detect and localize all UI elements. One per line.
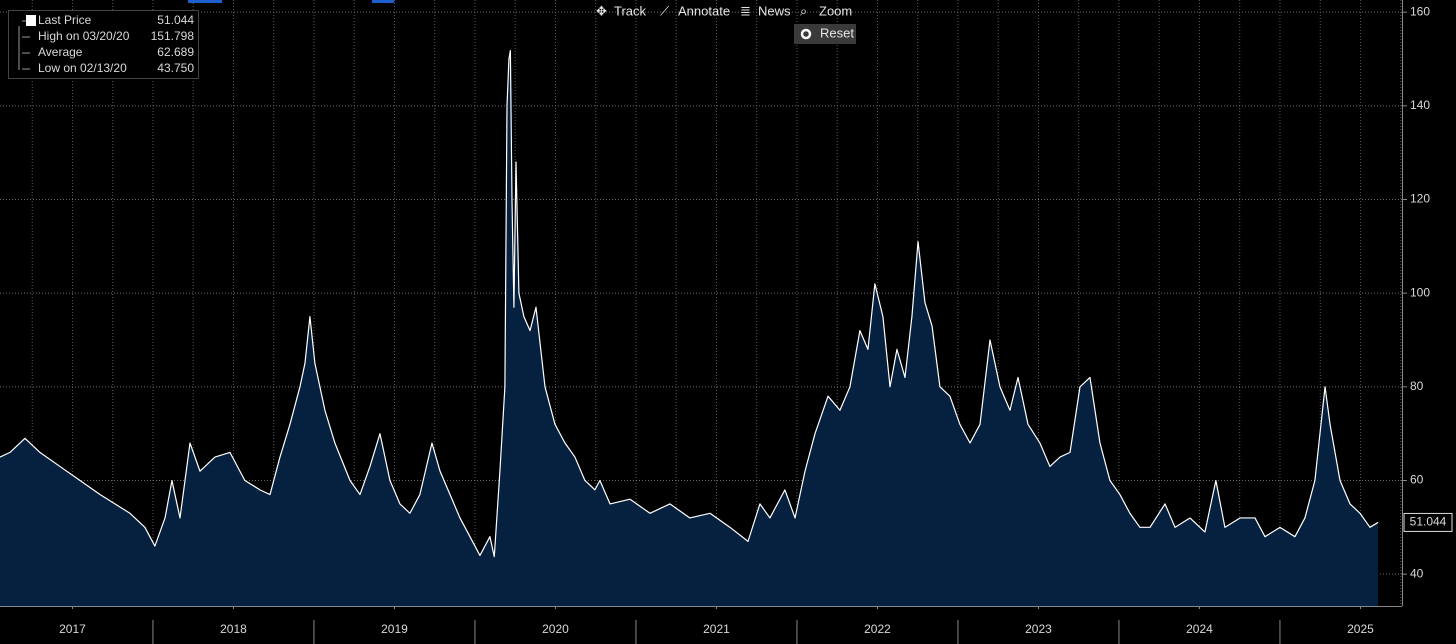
last-price-tag [1403, 512, 1453, 532]
toolbar-button[interactable]: Zoom [819, 3, 852, 18]
toolbar-button[interactable]: Reset [820, 25, 854, 40]
annotate-icon: ⟋ [660, 3, 670, 18]
x-tick-label: 2020 [542, 622, 569, 636]
tab-indicator [188, 0, 222, 3]
x-tick-label: 2025 [1347, 622, 1374, 636]
x-tick-label: 2022 [864, 622, 891, 636]
legend-label: Average [38, 45, 83, 59]
y-tick-label: 80 [1410, 379, 1424, 393]
plot [0, 0, 1402, 607]
y-tick-label: 160 [1410, 4, 1430, 18]
y-tick-label: 40 [1410, 566, 1424, 580]
track-icon: ✥ [596, 3, 607, 18]
toolbar-button[interactable]: Annotate [678, 3, 730, 18]
legend-value: 43.750 [157, 61, 194, 75]
legend-label: High on 03/20/20 [38, 29, 130, 43]
x-tick-label: 2024 [1186, 622, 1213, 636]
toolbar: ✥ Track ⟋ Annotate ≣ News ⌕ Zoom Reset [596, 3, 856, 44]
legend-label: Low on 02/13/20 [38, 61, 127, 75]
y-tick-label: 120 [1410, 192, 1430, 206]
x-tick-label: 2017 [59, 622, 86, 636]
legend-swatch [26, 15, 36, 26]
zoom-icon: ⌕ [800, 3, 807, 18]
y-tick-label: 100 [1410, 285, 1430, 299]
legend-value: 51.044 [157, 13, 194, 27]
reset-button[interactable] [794, 24, 856, 44]
toolbar-button[interactable]: Track [614, 3, 647, 18]
x-tick-label: 2019 [381, 622, 408, 636]
reset-icon [800, 28, 812, 40]
x-tick-label: 2021 [703, 622, 730, 636]
legend-value: 151.798 [151, 29, 195, 43]
x-tick-label: 2018 [220, 622, 247, 636]
y-tick-label: 60 [1410, 473, 1424, 487]
tab-indicator [372, 0, 394, 3]
legend-box [8, 10, 199, 79]
line [0, 49, 1379, 558]
last-price-label: 51.044 [1410, 515, 1447, 529]
legend-value: 62.689 [157, 45, 194, 59]
x-tick-label: 2023 [1025, 622, 1052, 636]
x-axis-strip [0, 606, 1402, 644]
legend: Last Price 51.044 High on 03/20/20 151.798 A… [8, 10, 199, 79]
legend-label: Last Price [38, 13, 92, 27]
toolbar-button[interactable]: News [758, 3, 791, 18]
news-icon: ≣ [740, 3, 751, 18]
y-tick-label: 140 [1410, 98, 1430, 112]
